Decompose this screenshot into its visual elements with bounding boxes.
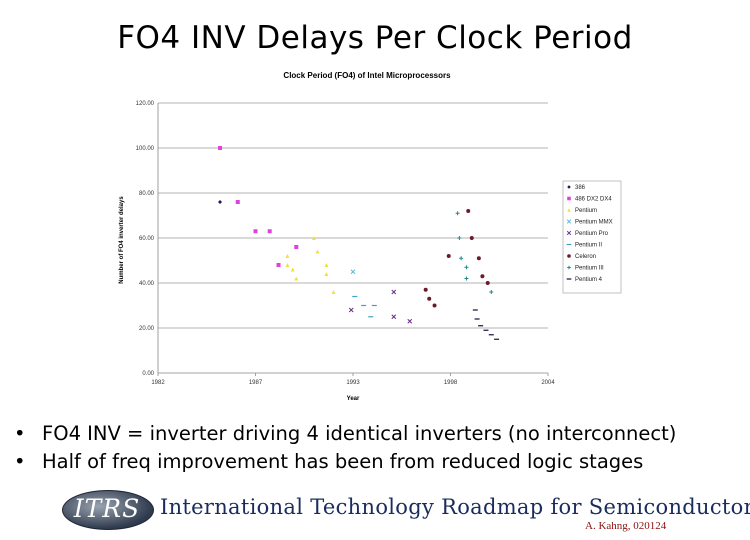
itrs-logo-text: ITRS [73, 494, 141, 523]
data-point [312, 236, 316, 240]
data-point [290, 267, 295, 272]
data-point [459, 256, 464, 261]
data-point [315, 249, 320, 254]
legend-marker [567, 208, 571, 212]
data-point [285, 263, 290, 267]
bullet-item: Half of freq improvement has been from r… [14, 448, 676, 476]
author-label: A. Kahng, 020124 [585, 520, 667, 532]
chart-gridlines [158, 102, 548, 329]
data-point [457, 236, 462, 240]
data-point [267, 229, 272, 234]
data-point [235, 200, 240, 204]
legend-label: 486 DX2 DX4 [575, 197, 612, 203]
y-tick-label: 20.00 [139, 326, 155, 332]
data-point [466, 209, 471, 213]
scatter-chart: Clock Period (FO4) of Intel Microprocess… [119, 71, 622, 402]
x-tick-label: 2004 [541, 380, 555, 386]
slide-title: FO4 INV Delays Per Clock Period [117, 20, 633, 56]
x-tick-label: 1998 [444, 380, 458, 386]
itrs-name: International Technology Roadmap for Sem… [160, 495, 750, 519]
y-axis-label: Number of FO4 inverter delays [119, 196, 125, 284]
legend-label: Pentium III [575, 266, 604, 272]
chart-points [218, 146, 500, 340]
data-point [218, 200, 223, 204]
chart-tick-labels: 0.00 20.00 40.00 60.00 80.00 100.00 120.00 1982… [136, 101, 556, 386]
data-point [464, 265, 469, 270]
data-point [446, 254, 451, 258]
data-point [331, 290, 336, 294]
data-point [348, 307, 354, 313]
data-point [285, 254, 290, 258]
legend-box [562, 180, 622, 294]
data-point [480, 274, 485, 279]
legend-marker [566, 219, 572, 224]
legend-marker [567, 185, 571, 189]
data-point [407, 318, 413, 324]
data-point [253, 229, 258, 234]
legend-label: Pentium MMX [575, 220, 613, 226]
x-tick-label: 1993 [346, 380, 360, 386]
data-point [294, 245, 299, 249]
data-point [391, 314, 397, 320]
data-point [432, 303, 437, 308]
data-point [469, 236, 474, 240]
legend-label: Pentium Pro [575, 231, 609, 237]
x-tick-label: 1982 [151, 380, 165, 386]
chart-legend: 386 486 DX2 DX4 Pentium Pentium MMX Pentium … [562, 180, 622, 294]
y-tick-label: 60.00 [139, 236, 155, 242]
data-point [276, 263, 281, 267]
data-point [324, 263, 329, 267]
data-point [324, 272, 329, 276]
legend-marker [567, 254, 571, 258]
data-point [455, 211, 460, 216]
legend-marker [567, 265, 571, 270]
y-tick-label: 100.00 [136, 146, 155, 152]
data-point [294, 276, 299, 281]
legend-label: Celeron [575, 254, 596, 260]
chart-title: Clock Period (FO4) of Intel Microprocess… [283, 71, 451, 80]
chart-axes [157, 103, 549, 376]
itrs-banner: ITRS International Technology Roadmap fo… [62, 490, 750, 530]
x-axis-label: Year [347, 396, 360, 402]
data-point [350, 269, 356, 275]
y-tick-label: 40.00 [139, 281, 155, 287]
data-point [485, 281, 490, 285]
data-point [427, 296, 432, 301]
bullet-item: FO4 INV = inverter driving 4 identical i… [14, 420, 676, 448]
data-point [423, 287, 428, 292]
data-point [218, 146, 223, 150]
legend-label: 386 [575, 185, 586, 191]
y-tick-label: 80.00 [139, 191, 155, 197]
legend-marker [567, 196, 571, 201]
data-point [464, 276, 469, 281]
legend-marker [566, 230, 572, 236]
x-tick-label: 1987 [249, 380, 263, 386]
y-tick-label: 120.00 [136, 101, 155, 107]
data-point [391, 289, 397, 295]
legend-label: Pentium [575, 208, 597, 214]
legend-label: Pentium II [575, 243, 602, 249]
bullet-list: FO4 INV = inverter driving 4 identical i… [14, 420, 676, 476]
data-point [476, 256, 481, 261]
data-point [489, 290, 494, 294]
itrs-logo-icon [62, 490, 154, 530]
legend-label: Pentium 4 [575, 277, 603, 283]
y-tick-label: 0.00 [142, 371, 154, 377]
